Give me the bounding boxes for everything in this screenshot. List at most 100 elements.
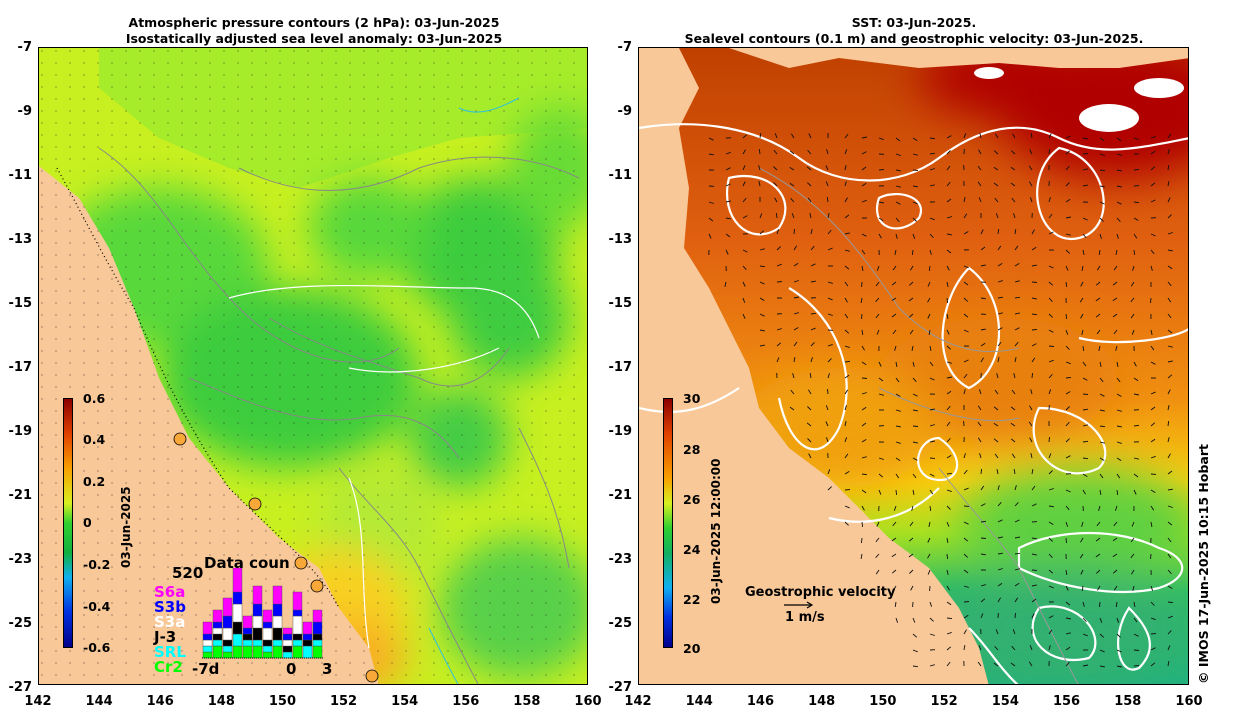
x-tick-label: 144 [685,694,713,709]
velocity-arrow [1048,373,1053,379]
velocity-arrow [1095,553,1101,558]
velocity-arrow [911,249,914,256]
velocity-arrow [911,345,914,351]
velocity-arrow [1167,437,1170,443]
velocity-arrow [946,376,952,379]
velocity-arrow [1150,182,1156,187]
velocity-arrow [1115,249,1118,255]
count-bar-segment [222,639,233,647]
velocity-arrow [946,631,952,635]
velocity-arrow [1065,489,1071,493]
velocity-arrow [927,281,931,287]
velocity-arrow [1065,421,1070,427]
velocity-arrow [844,505,850,509]
velocity-arrow [1167,133,1172,139]
velocity-arrow [963,645,966,651]
count-bar-segment [242,615,253,629]
velocity-arrow [912,665,918,668]
velocity-arrow [1099,153,1105,156]
velocity-arrow [1099,601,1101,608]
velocity-arrow [994,453,999,459]
velocity-arrow [946,646,952,651]
velocity-arrow [861,136,867,139]
count-bar-segment [222,597,233,617]
count-bar-segment [262,639,273,647]
data-count-histogram [202,568,324,659]
x-tick-label: 152 [930,694,958,709]
velocity-arrow [1082,345,1085,352]
x-tick-label: 160 [574,694,602,709]
velocity-arrow [1010,182,1016,187]
velocity-arrow [1167,421,1170,427]
velocity-arrow [1031,598,1037,603]
velocity-arrow [910,585,914,591]
satellite-label: SRL [154,643,186,661]
velocity-arrow [996,373,999,379]
velocity-arrow [892,265,897,271]
count-bar-segment [212,627,223,635]
velocity-arrow [1079,297,1084,303]
velocity-arrow [810,228,813,235]
velocity-arrow [861,313,863,320]
sla-colorbar [63,398,73,648]
velocity-arrow [963,197,966,203]
velocity-arrow [810,263,816,267]
station-marker [248,497,262,511]
velocity-arrow [1028,661,1033,667]
velocity-arrow [1031,469,1034,475]
velocity-arrow [1116,377,1121,383]
velocity-arrow [807,197,812,203]
velocity-arrow [1133,168,1140,171]
velocity-arrow [980,342,986,347]
velocity-arrow [1095,537,1101,542]
velocity-arrow [946,265,950,271]
velocity-arrow [1014,245,1019,251]
velocity-arrow [827,388,829,395]
velocity-arrow [1012,629,1016,635]
velocity-arrow [1150,391,1156,395]
velocity-arrow [1167,521,1173,526]
velocity-arrow [908,281,914,286]
count-bar-segment [252,603,263,617]
velocity-arrow [827,343,833,347]
velocity-arrow [1099,185,1105,188]
sst-colorbar-label: 28 [683,442,701,457]
velocity-arrow [1150,150,1156,155]
velocity-arrow [1150,521,1153,527]
velocity-arrow [1031,485,1036,491]
velocity-arrow [994,645,999,651]
velocity-arrow [1130,297,1135,303]
velocity-arrow [1099,649,1105,653]
velocity-arrow [1098,505,1101,511]
sst-colorbar [663,398,673,648]
velocity-arrow [1065,135,1071,139]
velocity-arrow [758,149,761,155]
velocity-arrow [844,197,848,203]
x-tick-label: 146 [746,694,774,709]
velocity-arrow [929,601,933,607]
velocity-arrow [1167,470,1173,475]
velocity-arrow [1014,502,1019,507]
velocity-arrow [1167,232,1173,235]
velocity-arrow [946,297,949,304]
velocity-arrow [809,373,812,379]
velocity-arrow [1081,329,1084,335]
velocity-arrow [980,537,987,539]
velocity-arrow [1014,229,1017,235]
velocity-arrow [1133,601,1136,607]
velocity-arrow [1013,372,1016,379]
sla-colorbar-label: 0 [83,515,92,530]
velocity-arrow [1099,169,1106,172]
velocity-arrow [910,265,914,271]
velocity-arrow [929,137,935,140]
velocity-arrow [875,553,880,559]
velocity-arrow [1082,153,1089,155]
y-tick-label: -11 [608,168,633,183]
velocity-arrow [946,181,951,187]
velocity-arrow [1098,249,1101,255]
x-tick-label: 156 [1052,694,1081,709]
count-bar-segment [212,645,223,659]
velocity-arrow [1048,453,1052,459]
velocity-arrow [979,133,982,139]
velocity-arrow [1112,297,1118,302]
